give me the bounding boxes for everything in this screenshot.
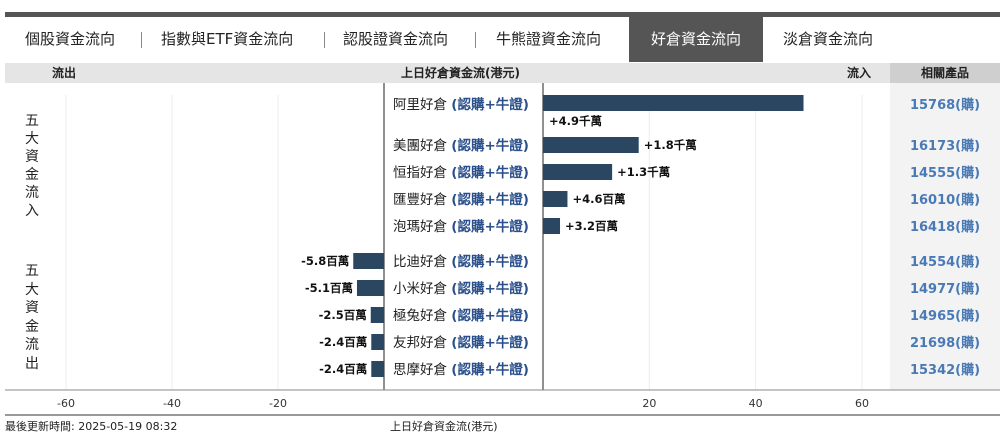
row-label-name: 友邦好倉 — [393, 335, 451, 351]
related-product-link[interactable]: 16010(購) — [910, 192, 980, 208]
row-label: 恒指好倉 (認購+牛證) — [393, 164, 529, 181]
bar-outflow — [353, 253, 384, 269]
bar-value-label: -2.4百萬 — [319, 362, 367, 376]
related-product-link[interactable]: 15768(購) — [910, 97, 980, 113]
x-tick-label: 60 — [855, 397, 869, 410]
row-label-name: 思摩好倉 — [393, 361, 451, 378]
side-label-char: 金 — [25, 318, 39, 335]
header-outflow: 流出 — [52, 66, 77, 80]
side-label-char: 大 — [25, 131, 39, 147]
row-label-name: 比迪好倉 — [393, 254, 451, 270]
row-label-suffix: (認購+牛證) — [451, 191, 529, 208]
side-label-char: 金 — [25, 167, 39, 183]
x-tick-label: -60 — [57, 397, 75, 410]
bar-value-label: -2.5百萬 — [319, 308, 367, 322]
row-label-name: 恒指好倉 — [393, 165, 451, 181]
tab-warrant-flow[interactable]: 認股證資金流向 — [343, 30, 449, 48]
bar-outflow — [371, 361, 384, 377]
bar-outflow — [370, 307, 384, 323]
bar-inflow — [543, 191, 568, 207]
row-label-suffix: (認購+牛證) — [451, 307, 529, 324]
side-label-char: 流 — [25, 337, 39, 353]
x-tick-label: -20 — [269, 397, 287, 410]
tab-separator — [141, 32, 142, 48]
header-center: 上日好倉資金流(港元) — [401, 66, 520, 80]
tab-stock-flow[interactable]: 個股資金流向 — [25, 30, 116, 48]
row-label: 泡瑪好倉 (認購+牛證) — [393, 218, 529, 235]
x-axis-title: 上日好倉資金流(港元) — [390, 420, 498, 433]
related-product-link[interactable]: 14554(購) — [910, 254, 980, 270]
tab-bar: 個股資金流向 指數與ETF資金流向 認股證資金流向 牛熊證資金流向 好倉資金流向… — [5, 17, 1000, 62]
row-label-name: 阿里好倉 — [393, 97, 451, 113]
row-label: 極兔好倉 (認購+牛證) — [393, 307, 529, 324]
bar-inflow — [543, 218, 561, 234]
tab-long-flow[interactable]: 好倉資金流向 — [629, 17, 763, 62]
tab-short-flow[interactable]: 淡倉資金流向 — [783, 30, 874, 48]
tab-separator — [475, 32, 476, 48]
related-product-link[interactable]: 14965(購) — [910, 308, 980, 324]
row-label-suffix: (認購+牛證) — [451, 164, 529, 181]
last-updated: 最後更新時間: 2025-05-19 08:32 — [5, 420, 178, 433]
row-label: 阿里好倉 (認購+牛證) — [393, 96, 529, 113]
row-label: 匯豐好倉 (認購+牛證) — [393, 191, 529, 208]
bar-inflow — [543, 137, 639, 153]
row-label: 小米好倉 (認購+牛證) — [393, 280, 529, 297]
side-label-char: 大 — [25, 281, 39, 298]
side-label-char: 資 — [25, 300, 39, 316]
row-label-suffix: (認購+牛證) — [451, 96, 529, 113]
bar-value-label: -5.1百萬 — [305, 281, 353, 295]
tab-index-etf-flow[interactable]: 指數與ETF資金流向 — [161, 30, 294, 48]
related-product-link[interactable]: 14555(購) — [910, 165, 980, 181]
row-label-suffix: (認購+牛證) — [451, 280, 529, 297]
side-label-char: 五 — [25, 263, 39, 279]
header-inflow: 流入 — [847, 66, 872, 80]
top-rule — [5, 12, 1000, 17]
related-product-link[interactable]: 14977(購) — [910, 281, 980, 297]
bar-outflow — [371, 334, 384, 350]
related-product-link[interactable]: 16173(購) — [910, 138, 980, 154]
bar-value-label: +3.2百萬 — [565, 219, 618, 233]
tab-cbbc-flow[interactable]: 牛熊證資金流向 — [496, 30, 602, 48]
row-label-name: 美團好倉 — [393, 138, 451, 154]
related-products-column — [890, 83, 1000, 390]
row-label: 美團好倉 (認購+牛證) — [393, 137, 529, 154]
side-label-char: 五 — [25, 113, 39, 129]
x-tick-label: 20 — [642, 397, 656, 410]
side-label-char: 資 — [25, 149, 39, 165]
related-product-link[interactable]: 16418(購) — [910, 219, 980, 235]
bar-value-label: +4.6百萬 — [572, 192, 625, 206]
x-tick-label: 40 — [749, 397, 763, 410]
related-product-link[interactable]: 15342(購) — [910, 362, 980, 378]
row-label-suffix: (認購+牛證) — [451, 334, 529, 351]
related-product-link[interactable]: 21698(購) — [910, 335, 980, 351]
bar-inflow — [543, 95, 804, 111]
bar-inflow — [543, 164, 613, 180]
row-label-suffix: (認購+牛證) — [451, 137, 529, 154]
side-label-char: 流 — [25, 185, 39, 201]
bar-value-label: -5.8百萬 — [301, 254, 349, 268]
row-label-suffix: (認購+牛證) — [451, 253, 529, 270]
row-label-suffix: (認購+牛證) — [451, 361, 529, 378]
bar-outflow — [356, 280, 384, 296]
bar-value-label: +1.3千萬 — [617, 165, 670, 179]
row-label-suffix: (認購+牛證) — [451, 218, 529, 235]
row-label: 思摩好倉 (認購+牛證) — [393, 361, 529, 378]
bar-value-label: +4.9千萬 — [549, 114, 602, 128]
tab-separator — [324, 32, 325, 48]
row-label-name: 泡瑪好倉 — [393, 219, 451, 235]
bar-value-label: +1.8千萬 — [644, 138, 697, 152]
row-label-name: 極兔好倉 — [393, 308, 451, 324]
header-related-products: 相關產品 — [890, 63, 1000, 83]
bar-value-label: -2.4百萬 — [319, 335, 367, 349]
table-header: 流出 上日好倉資金流(港元) 流入 相關產品 — [5, 63, 1000, 83]
row-label: 友邦好倉 (認購+牛證) — [393, 334, 529, 351]
row-label: 比迪好倉 (認購+牛證) — [393, 253, 529, 270]
row-label-name: 小米好倉 — [393, 281, 451, 297]
side-label-char: 出 — [25, 355, 39, 372]
side-label-char: 入 — [25, 203, 39, 219]
row-label-name: 匯豐好倉 — [393, 192, 451, 208]
x-tick-label: -40 — [163, 397, 181, 410]
